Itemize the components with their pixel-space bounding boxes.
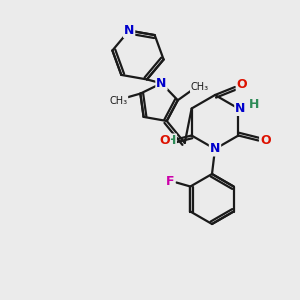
Text: N: N [210, 142, 220, 155]
Text: N: N [235, 102, 246, 115]
Text: O: O [237, 77, 247, 91]
Text: F: F [166, 175, 175, 188]
Text: CH₃: CH₃ [191, 82, 209, 92]
Text: N: N [124, 24, 134, 37]
Text: H: H [166, 134, 176, 148]
Text: H: H [249, 98, 260, 111]
Text: CH₃: CH₃ [109, 96, 128, 106]
Text: N: N [156, 77, 167, 90]
Text: O: O [260, 134, 271, 147]
Text: O: O [159, 134, 170, 147]
